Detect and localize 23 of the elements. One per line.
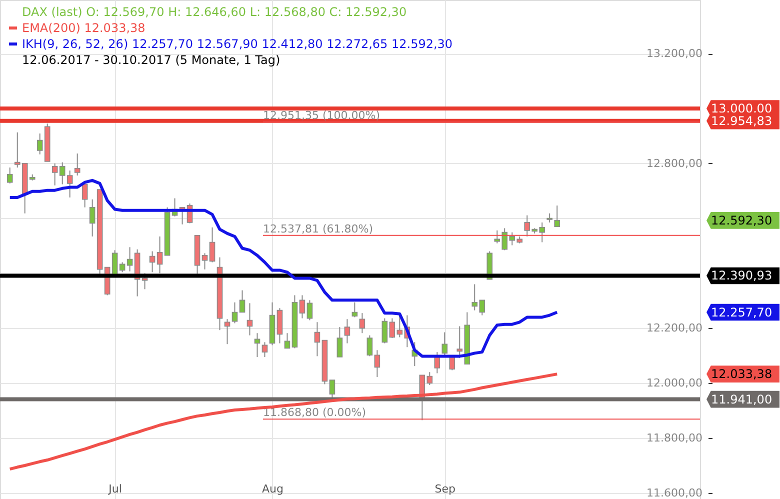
ref-line-label: 12.954,83 — [711, 114, 772, 128]
ref-line-label: 11.941,00 — [711, 392, 772, 406]
text: 12.592,30 — [711, 213, 772, 228]
x-tick-label: Sep — [434, 482, 456, 496]
ref-line-label: 13.000,00 — [711, 101, 772, 116]
chart-title: DAX (last) O: 12.569,70 H: 12.646,60 L: 12.568,80 C: 12.592,30 — [22, 5, 407, 19]
text: 12.06.2017 - 30.10.2017 (5 Monate, 1 Tag) — [22, 53, 280, 67]
y-tick-label: 13.200,00 — [646, 47, 702, 60]
x-tick-label: Jul — [108, 482, 122, 496]
ref-line-label: 12.951,35 (100.00%) — [263, 108, 380, 122]
ref-line-label: 11.868,80 (0.00%) — [263, 406, 366, 420]
ref-line-label: 12.537,81 (61.80%) — [263, 222, 374, 236]
y-tick-label: 12.200,00 — [646, 322, 702, 335]
y-tick-label: 12.800,00 — [646, 156, 702, 170]
text: 12.257,70 — [711, 305, 772, 320]
y-tick-label: 12.000,00 — [646, 376, 702, 390]
x-tick-label: Aug — [262, 482, 284, 496]
legend-label: IKH(9, 26, 52, 26) 12.257,70 12.567,90 12.412,80 12.272,65 12.592,30 — [22, 37, 453, 51]
y-tick-label: 11.600,00 — [646, 486, 702, 499]
text: 12.033,38 — [711, 367, 772, 382]
ref-line-label: 12.390,93 — [711, 268, 772, 283]
y-tick-label: 11.800,00 — [646, 432, 702, 445]
legend-label: EMA(200) 12.033,38 — [22, 21, 146, 35]
